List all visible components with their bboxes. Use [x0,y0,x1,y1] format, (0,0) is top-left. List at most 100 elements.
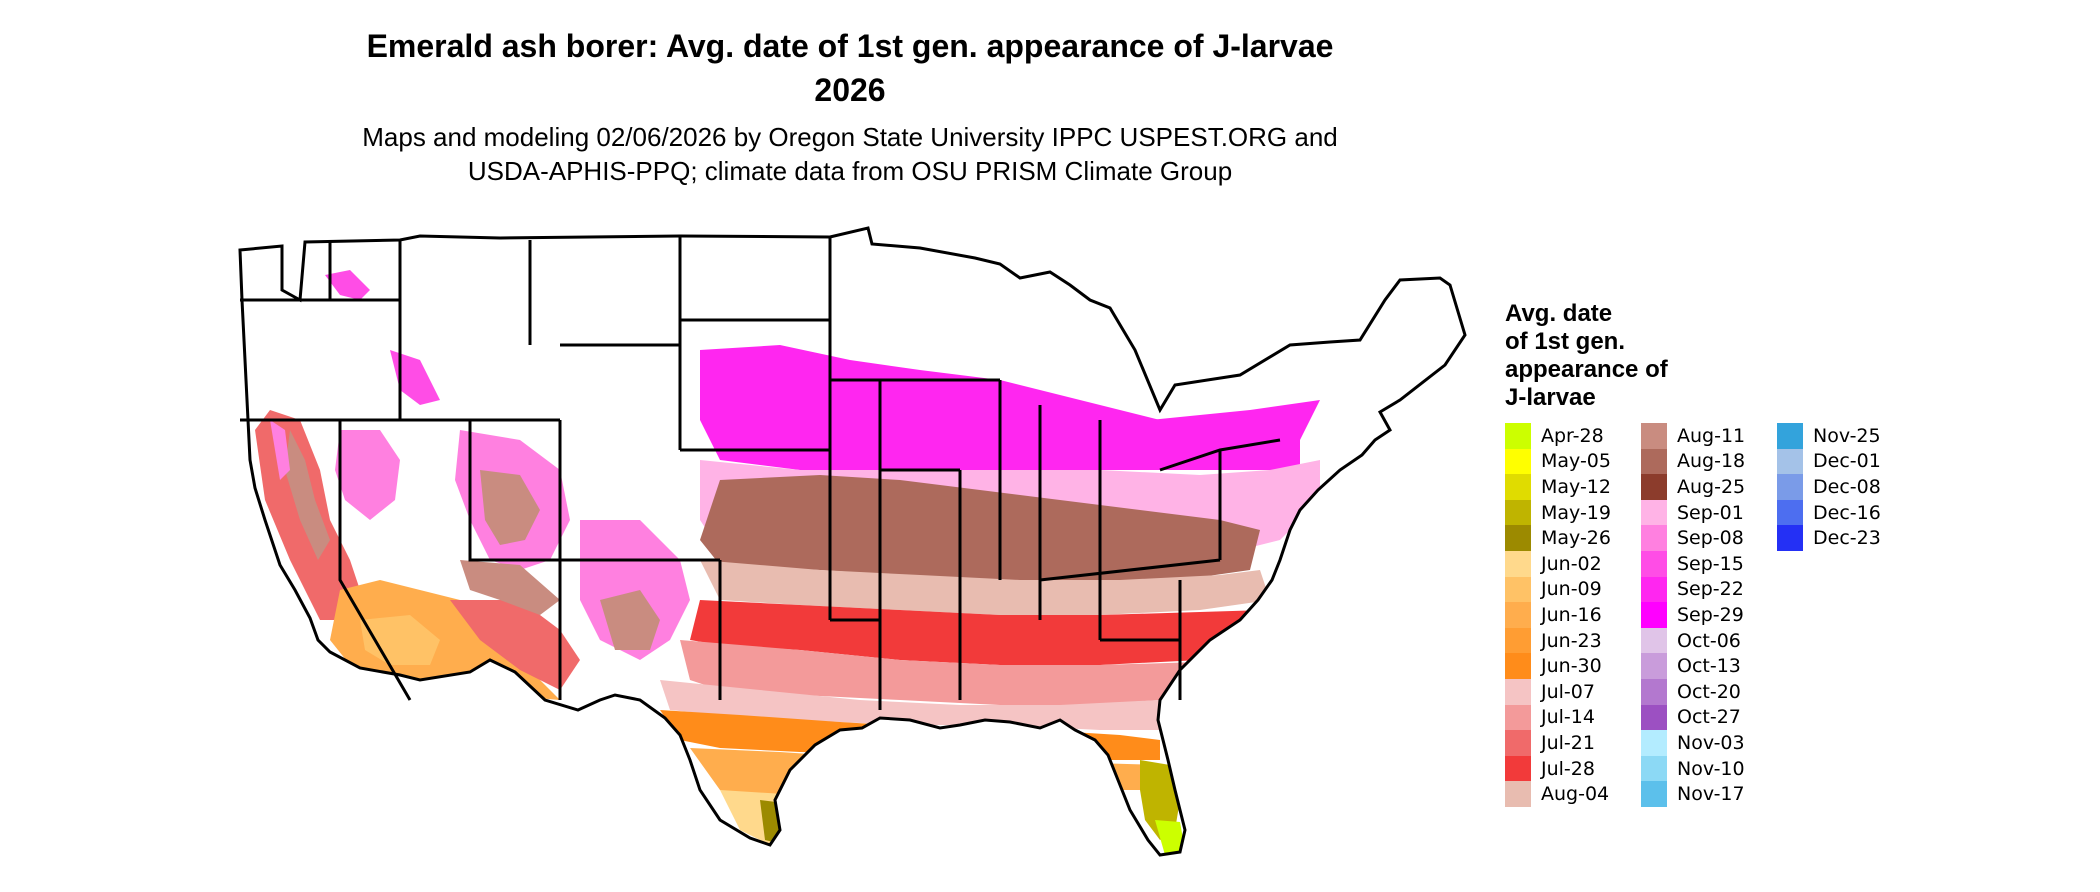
legend-label: Nov-03 [1677,731,1745,754]
legend-label: Sep-29 [1677,603,1744,626]
legend-swatch [1505,423,1531,449]
legend-swatch [1505,499,1531,526]
legend-swatch [1777,499,1803,526]
zone-fl-may19 [1140,760,1180,840]
legend-swatch [1641,550,1667,577]
legend-label: Sep-08 [1677,527,1744,550]
legend-item: Oct-06 [1641,627,1765,654]
legend-swatch [1641,602,1667,628]
legend-item: Jun-09 [1505,576,1629,603]
legend-label: Apr-28 [1541,424,1604,447]
legend-item: May-05 [1505,448,1629,475]
zone-sw-jun09 [360,615,440,665]
legend-item: Apr-28 [1505,423,1629,449]
legend-label: Oct-20 [1677,680,1741,703]
legend-swatch [1641,678,1667,705]
zone-id-pink [390,350,440,405]
legend-label: Sep-22 [1677,578,1744,601]
legend-item: Sep-29 [1641,602,1765,628]
legend-item: Aug-11 [1641,423,1765,449]
legend-item: Nov-25 [1777,423,1901,449]
legend-item: Sep-08 [1641,525,1765,551]
legend-item: Sep-01 [1641,499,1765,526]
legend-item: Jul-14 [1505,704,1629,731]
legend-label: Sep-15 [1677,552,1744,575]
subtitle-line-2: USDA-APHIS-PPQ; climate data from OSU PR… [467,156,1233,186]
legend-swatch [1505,755,1531,782]
legend: Apr-28 May-05 May-12 May-19 May-26 Jun-02 Jun-… [1505,423,1901,807]
legend-item: May-12 [1505,474,1629,500]
legend-swatch [1505,525,1531,551]
legend-label: Nov-25 [1813,424,1881,447]
legend-swatch [1641,755,1667,782]
legend-column: Aug-11 Aug-18 Aug-25 Sep-01 Sep-08 Sep-15 Sep-… [1641,423,1765,807]
legend-label: Aug-18 [1677,450,1746,473]
legend-label: Sep-01 [1677,501,1744,524]
legend-swatch [1505,550,1531,577]
zone-south-jul28 [690,600,1265,665]
legend-column: Nov-25 Dec-01 Dec-08 Dec-16 Dec-23 [1777,423,1901,807]
subtitle-line-1: Maps and modeling 02/06/2026 by Oregon S… [362,122,1338,152]
title-text: Emerald ash borer: Avg. date of 1st gen.… [366,28,1334,64]
legend-label: May-26 [1541,527,1611,550]
legend-swatch [1641,423,1667,449]
legend-item: Oct-13 [1641,653,1765,679]
zone-ohio-sep22 [1150,400,1320,465]
legend-item: Dec-01 [1777,448,1901,475]
legend-swatch [1777,525,1803,551]
zone-ca-sep08 [270,420,290,480]
legend-swatch [1505,448,1531,475]
legend-label: Jun-16 [1541,603,1602,626]
legend-label: Dec-23 [1813,527,1881,550]
legend-item: Dec-08 [1777,474,1901,500]
legend-label: Jul-14 [1541,706,1595,729]
legend-item: Sep-22 [1641,576,1765,603]
legend-swatch [1641,627,1667,654]
legend-item: May-26 [1505,525,1629,551]
legend-item: Aug-25 [1641,474,1765,500]
legend-label: Nov-10 [1677,757,1745,780]
legend-item: Oct-27 [1641,704,1765,731]
legend-swatch [1641,730,1667,756]
zone-gulf-jun16 [690,748,1170,800]
legend-item: Jul-07 [1505,678,1629,705]
legend-item: Sep-15 [1641,550,1765,577]
zone-ca-aug11 [285,430,330,560]
legend-label: Jun-23 [1541,629,1602,652]
legend-item: Jun-23 [1505,627,1629,654]
legend-item: Aug-04 [1505,781,1629,807]
legend-swatch [1641,653,1667,679]
legend-item: Jul-28 [1505,755,1629,782]
zone-fl-apr28 [1155,820,1185,855]
title-year: 2026 [814,72,886,108]
legend-swatch [1505,474,1531,500]
legend-label: Dec-16 [1813,501,1881,524]
legend-label: May-05 [1541,450,1611,473]
legend-item: Dec-16 [1777,499,1901,526]
legend-swatch [1505,576,1531,603]
legend-swatch [1777,448,1803,475]
legend-item: Dec-23 [1777,525,1901,551]
legend-label: Jul-28 [1541,757,1595,780]
legend-item: Nov-17 [1641,781,1765,807]
legend-item: Nov-03 [1641,730,1765,756]
legend-swatch [1505,704,1531,731]
legend-swatch [1641,474,1667,500]
zone-nm-brown [600,590,660,650]
legend-swatch [1505,781,1531,807]
legend-label: Aug-25 [1677,475,1746,498]
legend-swatch [1641,781,1667,807]
legend-label: Aug-11 [1677,424,1746,447]
legend-swatch [1777,474,1803,500]
zone-nv-pink [335,430,400,520]
legend-item: Jun-30 [1505,653,1629,679]
zone-central-aug18 [700,475,1260,580]
legend-label: Oct-06 [1677,629,1741,652]
map-title: Emerald ash borer: Avg. date of 1st gen.… [260,24,1440,112]
legend-swatch [1505,602,1531,628]
legend-label: Jul-21 [1541,731,1595,754]
legend-item: Aug-18 [1641,448,1765,475]
legend-label: May-19 [1541,501,1611,524]
zone-az-jul21 [450,600,580,690]
